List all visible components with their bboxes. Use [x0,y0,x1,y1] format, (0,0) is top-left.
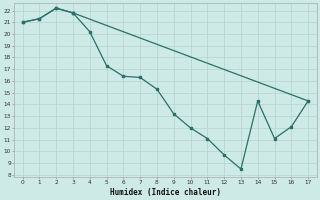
X-axis label: Humidex (Indice chaleur): Humidex (Indice chaleur) [110,188,221,197]
